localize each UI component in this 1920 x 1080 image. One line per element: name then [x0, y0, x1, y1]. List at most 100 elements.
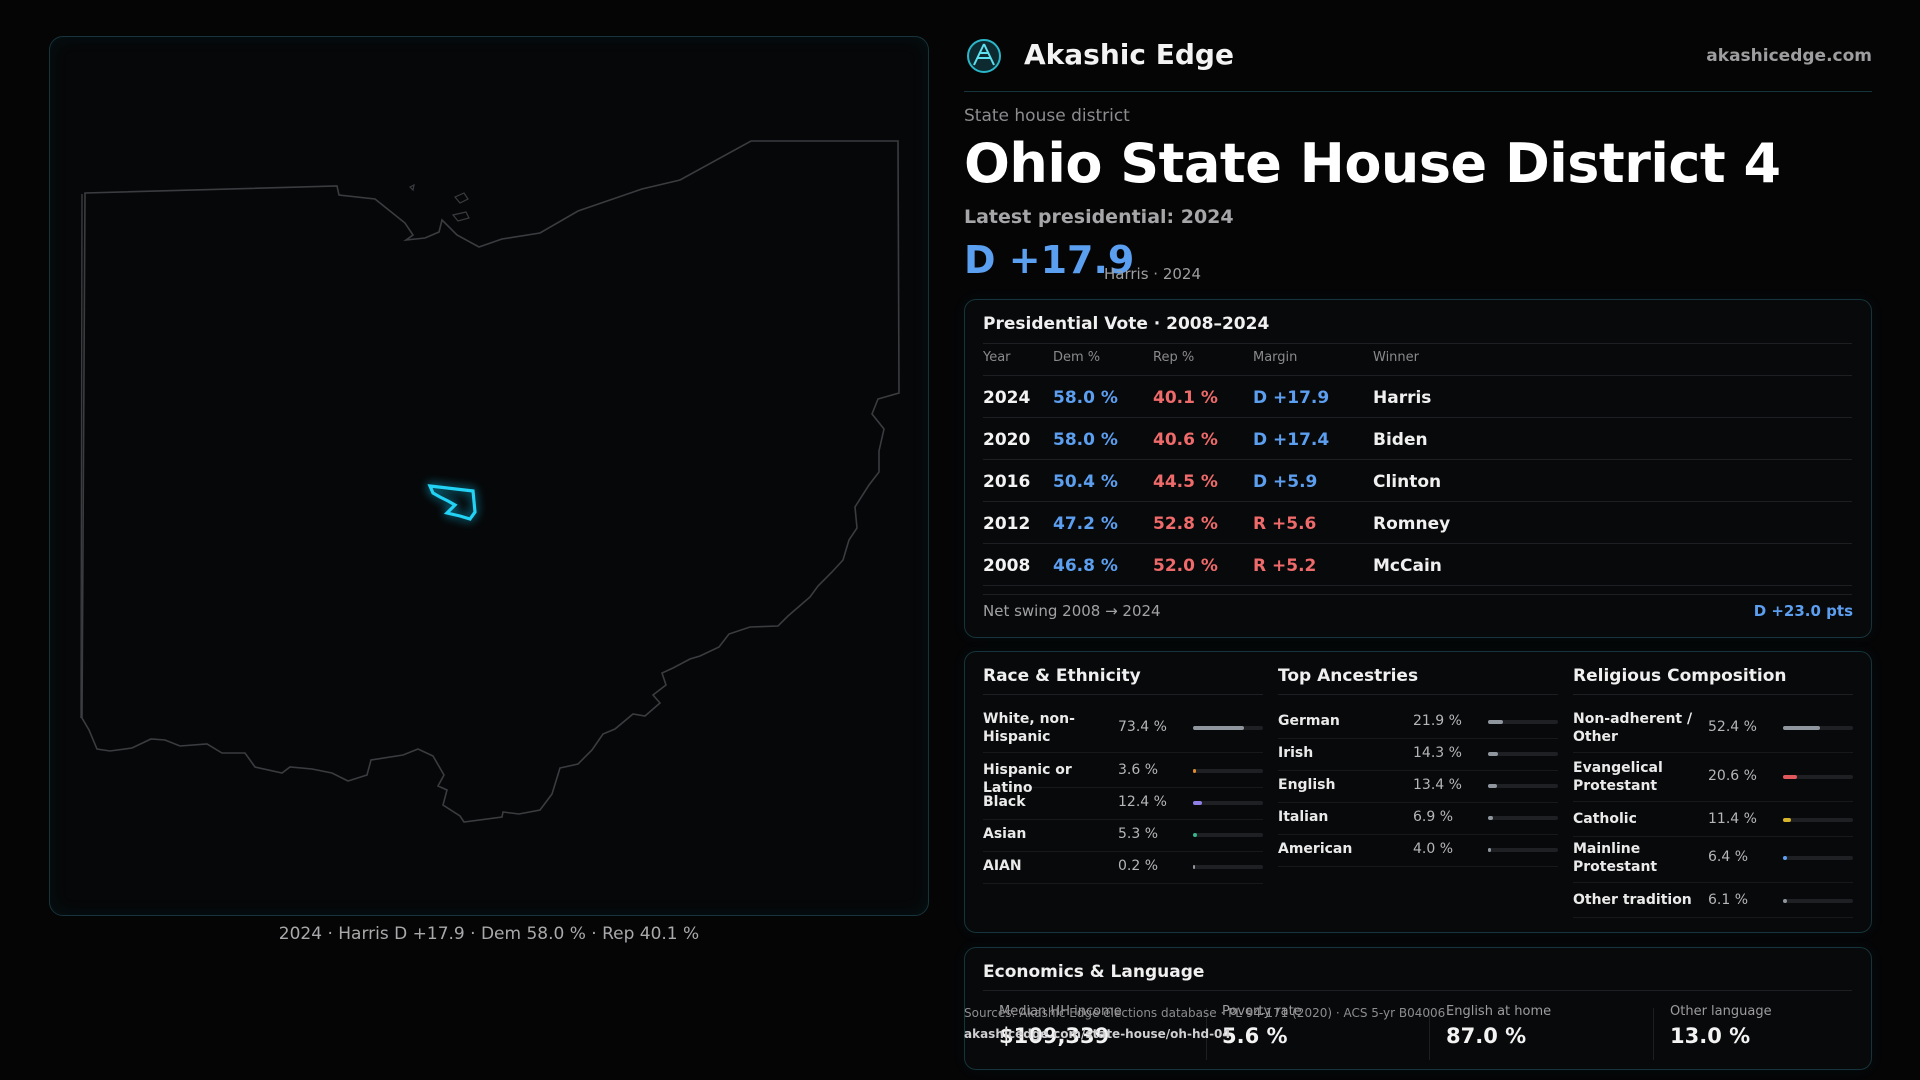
- economics-title: Economics & Language: [983, 962, 1205, 982]
- western-border-line: [80, 193, 83, 719]
- item-value: 12.4 %: [1118, 794, 1167, 810]
- item-label: Italian: [1278, 809, 1329, 825]
- econ-value: $109,339: [999, 1024, 1110, 1048]
- item-value: 52.4 %: [1708, 719, 1757, 735]
- divider: [983, 543, 1852, 544]
- list-item: Non-adherent / Other 52.4 %: [1573, 706, 1853, 753]
- share-bar-fill: [1488, 816, 1493, 820]
- divider: [983, 417, 1852, 418]
- year-cell: 2008: [983, 556, 1031, 576]
- map-panel[interactable]: [49, 36, 929, 916]
- list-item: AIAN 0.2 %: [983, 851, 1263, 884]
- share-bar-fill: [1783, 775, 1798, 779]
- presidential-vote-title: Presidential Vote · 2008–2024: [983, 314, 1270, 334]
- share-bar-fill: [1193, 726, 1245, 730]
- share-bar-fill: [1488, 752, 1498, 756]
- item-value: 73.4 %: [1118, 719, 1167, 735]
- item-label: American: [1278, 841, 1353, 857]
- item-value: 5.3 %: [1118, 826, 1159, 842]
- margin-cell: R +5.6: [1253, 514, 1317, 534]
- item-label: Catholic: [1573, 811, 1637, 827]
- rep-cell: 44.5 %: [1153, 472, 1218, 492]
- brand-header: Akashic Edge akashicedge.com: [964, 36, 1872, 76]
- headline-margin-sub: Harris · 2024: [1104, 265, 1202, 283]
- econ-label: English at home: [1446, 1004, 1552, 1019]
- share-bar-fill: [1488, 848, 1491, 852]
- share-bar: [1488, 816, 1558, 820]
- rep-cell: 40.6 %: [1153, 430, 1218, 450]
- religion-section: Religious Composition Non-adherent / Oth…: [1573, 652, 1853, 932]
- item-value: 4.0 %: [1413, 841, 1454, 857]
- divider: [983, 990, 1852, 991]
- table-row[interactable]: 2016 50.4 % 44.5 % D +5.9 Clinton: [965, 460, 1871, 502]
- divider: [983, 459, 1852, 460]
- list-item: Mainline Protestant 6.4 %: [1573, 836, 1853, 883]
- brand-url-link[interactable]: akashicedge.com: [1706, 46, 1872, 66]
- list-item: Black 12.4 %: [983, 787, 1263, 820]
- winner-cell: Harris: [1373, 388, 1432, 408]
- dem-cell: 47.2 %: [1053, 514, 1118, 534]
- ohio-map[interactable]: [50, 37, 928, 915]
- share-bar: [1783, 726, 1853, 730]
- ohio-state-outline: [81, 140, 900, 823]
- item-value: 11.4 %: [1708, 811, 1757, 827]
- lake-erie-islands: [408, 183, 470, 222]
- item-label: Evangelical Protestant: [1573, 760, 1663, 794]
- year-cell: 2024: [983, 388, 1031, 408]
- share-bar: [1488, 720, 1558, 724]
- share-bar-fill: [1488, 720, 1504, 724]
- ancestries-title: Top Ancestries: [1278, 666, 1419, 686]
- margin-cell: D +5.9: [1253, 472, 1318, 492]
- share-bar: [1488, 784, 1558, 788]
- page-url-link[interactable]: akashicedge.com/state-house/oh-hd-04: [964, 1027, 1231, 1041]
- net-swing-label: Net swing 2008 → 2024: [983, 602, 1161, 620]
- item-value: 3.6 %: [1118, 762, 1159, 778]
- map-caption: 2024 · Harris D +17.9 · Dem 58.0 % · Rep…: [278, 924, 700, 944]
- item-label: Mainline Protestant: [1573, 841, 1658, 875]
- economics-card: Economics & Language Median HH income $1…: [964, 947, 1872, 1070]
- item-value: 21.9 %: [1413, 713, 1462, 729]
- item-label: Non-adherent / Other: [1573, 711, 1693, 745]
- share-bar-fill: [1488, 784, 1498, 788]
- share-bar-fill: [1193, 865, 1195, 869]
- share-bar-fill: [1783, 856, 1788, 860]
- item-label: Black: [983, 794, 1026, 810]
- econ-value: 13.0 %: [1670, 1024, 1751, 1048]
- table-row[interactable]: 2020 58.0 % 40.6 % D +17.4 Biden: [965, 418, 1871, 460]
- share-bar-fill: [1783, 899, 1788, 903]
- share-bar: [1193, 865, 1263, 869]
- header-divider: [964, 91, 1872, 92]
- page-title: Ohio State House District 4: [964, 132, 1781, 195]
- share-bar: [1488, 752, 1558, 756]
- column-header-rep: Rep %: [1153, 350, 1195, 365]
- rep-cell: 40.1 %: [1153, 388, 1218, 408]
- econ-label: Other language: [1670, 1004, 1772, 1019]
- table-row[interactable]: 2008 46.8 % 52.0 % R +5.2 McCain: [965, 544, 1871, 586]
- share-bar: [1783, 818, 1853, 822]
- divider: [983, 343, 1852, 344]
- winner-cell: Romney: [1373, 514, 1451, 534]
- dem-cell: 46.8 %: [1053, 556, 1118, 576]
- list-item: Irish 14.3 %: [1278, 738, 1558, 771]
- margin-cell: D +17.9: [1253, 388, 1330, 408]
- list-item: Italian 6.9 %: [1278, 802, 1558, 835]
- margin-cell: D +17.4: [1253, 430, 1330, 450]
- akashic-logo-icon: [967, 39, 1001, 73]
- district-outline[interactable]: [427, 484, 477, 521]
- religion-title: Religious Composition: [1573, 666, 1787, 686]
- item-label: AIAN: [983, 858, 1022, 874]
- table-row[interactable]: 2012 47.2 % 52.8 % R +5.6 Romney: [965, 502, 1871, 544]
- margin-cell: R +5.2: [1253, 556, 1317, 576]
- table-row[interactable]: 2024 58.0 % 40.1 % D +17.9 Harris: [965, 376, 1871, 418]
- dem-cell: 50.4 %: [1053, 472, 1118, 492]
- item-value: 6.4 %: [1708, 849, 1749, 865]
- item-label: Other tradition: [1573, 892, 1692, 908]
- headline-margin: D +17.9: [964, 238, 1135, 282]
- share-bar: [1783, 775, 1853, 779]
- item-label: Hispanic or Latino: [983, 762, 1072, 796]
- net-swing-value: D +23.0 pts: [1753, 602, 1853, 620]
- column-header-winner: Winner: [1373, 350, 1420, 365]
- column-header-year: Year: [983, 350, 1011, 365]
- share-bar: [1193, 833, 1263, 837]
- winner-cell: McCain: [1373, 556, 1442, 576]
